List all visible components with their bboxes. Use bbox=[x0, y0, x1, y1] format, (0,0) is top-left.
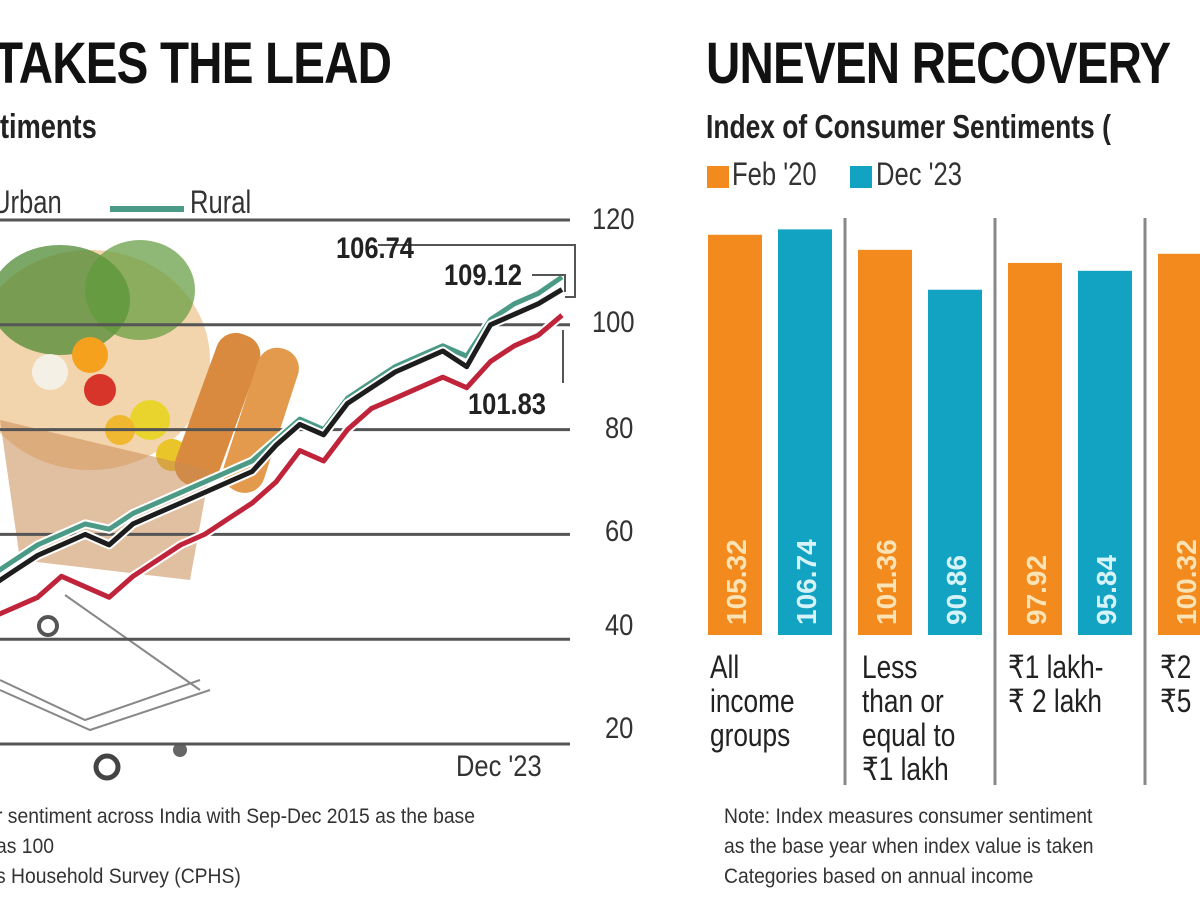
right-chart-title: UNEVEN RECOVERY bbox=[706, 31, 1171, 96]
line-chart bbox=[0, 218, 576, 781]
legend-swatch-rural bbox=[110, 206, 184, 212]
annotation-urban-value: 101.83 bbox=[468, 388, 547, 421]
bar-value-label: 97.92 bbox=[1021, 555, 1052, 625]
bar-value-label: 100.32 bbox=[1171, 539, 1200, 625]
bar-feb20-group-0 bbox=[708, 234, 762, 635]
bar-dec23-group-2 bbox=[1078, 270, 1132, 635]
left-chart-title: TAKES THE LEAD bbox=[0, 31, 392, 96]
legend-label-urban: Urban bbox=[0, 184, 62, 220]
legend-swatch-feb20 bbox=[707, 166, 729, 188]
category-label-0: All income groups bbox=[710, 650, 795, 752]
bar-feb20-group-3 bbox=[1158, 253, 1200, 635]
bar-value-label: 106.74 bbox=[791, 539, 822, 625]
bar-feb20-group-1 bbox=[858, 249, 912, 635]
bar-value-label: 90.86 bbox=[941, 555, 972, 625]
left-chart-subtitle: timents bbox=[0, 108, 97, 146]
legend-label-rural: Rural bbox=[190, 184, 252, 220]
category-label-line: ₹5 bbox=[1160, 683, 1192, 719]
annotation-leader-all-india bbox=[378, 244, 576, 298]
y-tick-20: 20 bbox=[605, 712, 634, 745]
left-note-line-2: as 100 bbox=[0, 835, 55, 858]
category-label-1: Less than or equal to ₹1 lakh bbox=[862, 650, 955, 786]
legend-swatch-dec23 bbox=[850, 166, 872, 188]
y-tick-80: 80 bbox=[605, 412, 634, 445]
x-axis-end-label: Dec '23 bbox=[456, 750, 542, 783]
category-label-line: ₹1 lakh- bbox=[1008, 649, 1104, 685]
y-tick-120: 120 bbox=[592, 203, 635, 236]
category-label-line: income bbox=[710, 683, 795, 719]
legend-label-dec23: Dec '23 bbox=[876, 156, 962, 192]
category-label-line: ₹2 bbox=[1160, 649, 1192, 685]
left-note-line-1: r sentiment across India with Sep-Dec 20… bbox=[0, 805, 475, 828]
category-label-line: equal to bbox=[862, 717, 956, 753]
bar-dec23-group-0 bbox=[778, 229, 832, 635]
category-label-line: ₹1 lakh bbox=[862, 751, 949, 787]
bar-feb20-group-2 bbox=[1008, 262, 1062, 635]
category-label-line: All bbox=[710, 649, 740, 685]
y-tick-100: 100 bbox=[592, 306, 635, 339]
series-line-all-india bbox=[0, 287, 564, 584]
left-note-line-3: s Household Survey (CPHS) bbox=[0, 865, 241, 888]
right-chart-subtitle: Index of Consumer Sentiments ( bbox=[706, 108, 1111, 145]
right-note-line-3: Categories based on annual income bbox=[724, 865, 1034, 888]
category-label-line: than or bbox=[862, 683, 944, 719]
category-label-line: groups bbox=[710, 717, 791, 753]
annotation-leader-rural bbox=[532, 274, 566, 292]
bar-value-label: 95.84 bbox=[1091, 555, 1122, 625]
bar-chart: 105.32 101.36 97.92 100.32 106.74 90.86 95.84 bbox=[708, 218, 1200, 785]
legend-label-feb20: Feb '20 bbox=[732, 156, 817, 192]
category-label-line: Less bbox=[862, 649, 918, 685]
bar-dec23-group-1 bbox=[928, 289, 982, 635]
y-tick-40: 40 bbox=[605, 609, 634, 642]
annotation-all-india-value: 106.74 bbox=[336, 232, 415, 265]
annotation-rural-value: 109.12 bbox=[444, 259, 523, 292]
bar-value-label: 105.32 bbox=[721, 539, 752, 625]
bar-value-label: 101.36 bbox=[871, 539, 902, 625]
y-tick-60: 60 bbox=[605, 515, 634, 548]
right-note-line-1: Note: Index measures consumer sentiment bbox=[724, 805, 1093, 828]
category-label-3: ₹2 ₹5 bbox=[1160, 650, 1191, 718]
series-line-urban bbox=[0, 313, 564, 617]
category-label-line: ₹ 2 lakh bbox=[1008, 683, 1103, 719]
category-label-2: ₹1 lakh- ₹ 2 lakh bbox=[1008, 650, 1103, 718]
right-note-line-2: as the base year when index value is tak… bbox=[724, 835, 1094, 858]
